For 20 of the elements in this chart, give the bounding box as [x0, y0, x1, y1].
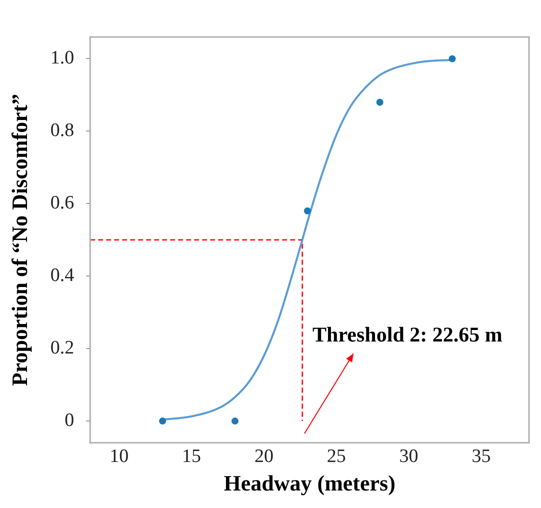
y-tick-label: 1.0 [50, 48, 74, 69]
y-axis-title: Proportion of “No Discomfort” [6, 94, 32, 386]
y-tick-label: 0.6 [50, 192, 74, 214]
point [304, 207, 311, 214]
x-tick-label: 25 [326, 446, 346, 468]
x-tick-label: 30 [399, 446, 418, 468]
point [448, 55, 456, 62]
x-tick-label: 15 [182, 446, 202, 468]
y-tick-label: 0.2 [50, 338, 74, 359]
x-tick-label: 20 [254, 446, 274, 468]
y-tick-label: 0 [64, 410, 74, 432]
annotation: Threshold 2: 22.65 m [312, 322, 503, 347]
x-tick-label: 10 [110, 446, 129, 468]
y-tick-label: 0.8 [50, 120, 74, 142]
point [159, 418, 166, 425]
x-axis-title: Headway (meters) [224, 470, 396, 496]
y-tick-label: 0.4 [50, 265, 75, 286]
x-tick-label: 35 [472, 446, 491, 468]
point [376, 98, 384, 106]
point [231, 418, 238, 425]
